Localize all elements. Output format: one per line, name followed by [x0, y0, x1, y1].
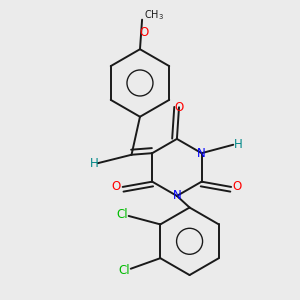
Text: H: H — [90, 157, 98, 170]
Text: H: H — [234, 138, 242, 151]
Text: Cl: Cl — [118, 264, 130, 277]
Text: O: O — [112, 180, 121, 194]
Text: O: O — [139, 26, 148, 39]
Text: N: N — [172, 189, 181, 203]
Text: O: O — [233, 180, 242, 194]
Text: O: O — [174, 101, 184, 114]
Text: Cl: Cl — [116, 208, 128, 221]
Text: CH$_3$: CH$_3$ — [144, 8, 164, 22]
Text: N: N — [197, 147, 206, 160]
